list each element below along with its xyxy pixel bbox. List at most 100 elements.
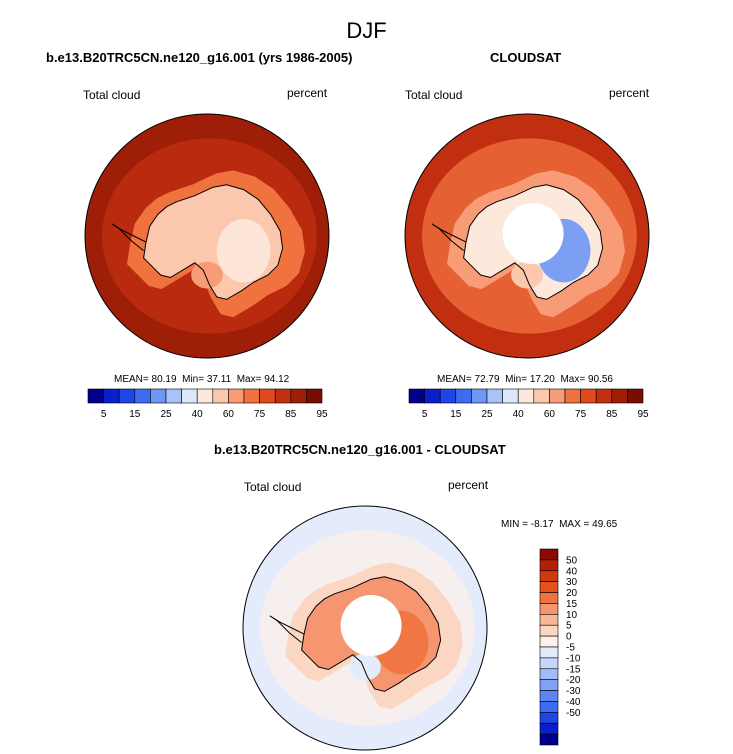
colorbar-swatch — [549, 388, 566, 404]
panel2-max-label: Max= — [560, 374, 586, 385]
colorbar-tick-label: 0 — [566, 632, 572, 643]
panel1-right-label: percent — [287, 86, 328, 100]
colorbar-swatch — [539, 733, 559, 746]
colorbar-swatch — [259, 388, 276, 404]
colorbar-swatch — [539, 657, 559, 670]
panel2-left-label: Total cloud — [405, 88, 463, 102]
colorbar-tick-label: -20 — [566, 675, 581, 686]
colorbar-swatch — [611, 388, 628, 404]
panel1-mean-label: MEAN= — [114, 374, 149, 385]
colorbar-swatch — [502, 388, 519, 404]
panel1-min-value: 37.11 — [206, 374, 232, 385]
colorbar-swatch — [486, 388, 503, 404]
colorbar-swatch — [595, 388, 613, 404]
colorbar-2: 5 15 25 40 60 75 85 95 — [408, 388, 649, 420]
panel1-title: b.e13.B20TRC5CN.ne120_g16.001 (yrs 1986-… — [46, 50, 353, 65]
map-field-2 — [405, 114, 649, 358]
map-border — [84, 113, 330, 359]
map-panel-2 — [404, 113, 650, 359]
colorbar-swatch — [165, 388, 182, 404]
pole-no-data — [340, 595, 402, 657]
colorbar-tick-label: 40 — [513, 409, 525, 420]
panel1-min-label: Min= — [182, 374, 205, 385]
panel1-max-value: 94.12 — [264, 374, 290, 385]
panel1-mean-value: 80.19 — [151, 374, 177, 385]
colorbar-tick-label: 40 — [192, 409, 204, 420]
panel1-max-label: Max= — [236, 374, 262, 385]
colorbar-swatch — [539, 701, 559, 713]
colorbar-tick-label: 20 — [566, 588, 578, 599]
east-antarctica-field — [216, 218, 271, 283]
map-panel-3 — [242, 505, 488, 751]
colorbar-swatch — [228, 388, 245, 404]
colorbar-swatch — [103, 388, 120, 404]
colorbar-swatch — [539, 624, 559, 637]
colorbar-tick-label: -50 — [566, 708, 581, 719]
colorbar-tick-label: 75 — [254, 409, 266, 420]
colorbar-tick-label: -30 — [566, 686, 581, 697]
peninsula-coastline — [269, 615, 305, 643]
panel2-title: CLOUDSAT — [490, 50, 562, 65]
panel3-stats: MIN = -8.17 MAX = 49.65 — [501, 519, 617, 530]
panel1-stats: MEAN= 80.19 Min= 37.11 Max= 94.12 — [114, 374, 289, 385]
colorbar-swatch — [539, 548, 559, 561]
panel2-min-label: Min= — [505, 374, 528, 385]
colorbar-swatch — [539, 603, 559, 615]
panel2-min-value: 17.20 — [529, 374, 555, 385]
map-field-3 — [243, 506, 487, 750]
colorbar-tick-label: 50 — [566, 555, 578, 566]
panel3-max-value: 49.65 — [592, 519, 618, 530]
colorbar-tick-label: 25 — [481, 409, 493, 420]
colorbar-tick-label: 95 — [316, 409, 328, 420]
colorbar-swatch — [539, 712, 559, 724]
colorbar-1: 5 15 25 40 60 75 85 95 — [87, 388, 328, 420]
colorbar-tick-label: 75 — [575, 409, 587, 420]
colorbar-tick-label: 15 — [129, 409, 141, 420]
panel1-left-label: Total cloud — [83, 88, 141, 102]
colorbar-swatch — [150, 388, 167, 404]
peninsula-coastline — [111, 223, 147, 251]
colorbar-tick-label: -15 — [566, 664, 581, 675]
colorbar-swatch — [181, 388, 198, 404]
map-border — [242, 505, 488, 751]
ross-sea-field — [349, 653, 381, 681]
panel3-title: b.e13.B20TRC5CN.ne120_g16.001 - CLOUDSAT — [214, 442, 506, 457]
colorbar-tick-label: 25 — [160, 409, 172, 420]
colorbar-swatch — [539, 668, 559, 680]
colorbar-swatch — [274, 388, 292, 404]
colorbar-swatch — [134, 388, 151, 404]
colorbar-tick-label: 40 — [566, 566, 578, 577]
panel3-max-label: MAX = — [559, 519, 590, 530]
colorbar-swatch — [533, 388, 550, 404]
colorbar-swatch — [539, 679, 559, 691]
pole-no-data — [502, 203, 564, 265]
colorbar-swatch — [539, 570, 559, 582]
figure-title: DJF — [346, 18, 387, 43]
panel2-stats: MEAN= 72.79 Min= 17.20 Max= 90.56 — [437, 374, 613, 385]
colorbar-tick-label: 5 — [566, 621, 572, 632]
colorbar-tick-label: 30 — [566, 577, 578, 588]
colorbar-swatch — [627, 388, 644, 404]
colorbar-swatch — [539, 559, 559, 572]
colorbar-swatch — [118, 388, 136, 404]
colorbar-swatch — [517, 388, 535, 404]
colorbar-tick-label: 10 — [566, 610, 578, 621]
colorbar-tick-label: 95 — [637, 409, 649, 420]
panel3-min-label: MIN = — [501, 519, 528, 530]
colorbar-tick-label: -10 — [566, 653, 581, 664]
antarctica-coastline — [463, 184, 604, 300]
colorbar-swatch — [539, 646, 559, 659]
colorbar-swatch — [87, 388, 104, 404]
colorbar-tick-label: -40 — [566, 697, 581, 708]
colorbar-tick-label: 15 — [566, 599, 578, 610]
colorbar-tick-label: 85 — [285, 409, 297, 420]
colorbar-swatch — [424, 388, 441, 404]
panel2-max-value: 90.56 — [587, 374, 613, 385]
colorbar-swatch — [539, 635, 559, 648]
colorbar-tick-label: 60 — [223, 409, 235, 420]
antarctica-coastline — [301, 576, 442, 692]
colorbar-swatch — [539, 690, 559, 702]
map-panel-1 — [84, 113, 330, 359]
